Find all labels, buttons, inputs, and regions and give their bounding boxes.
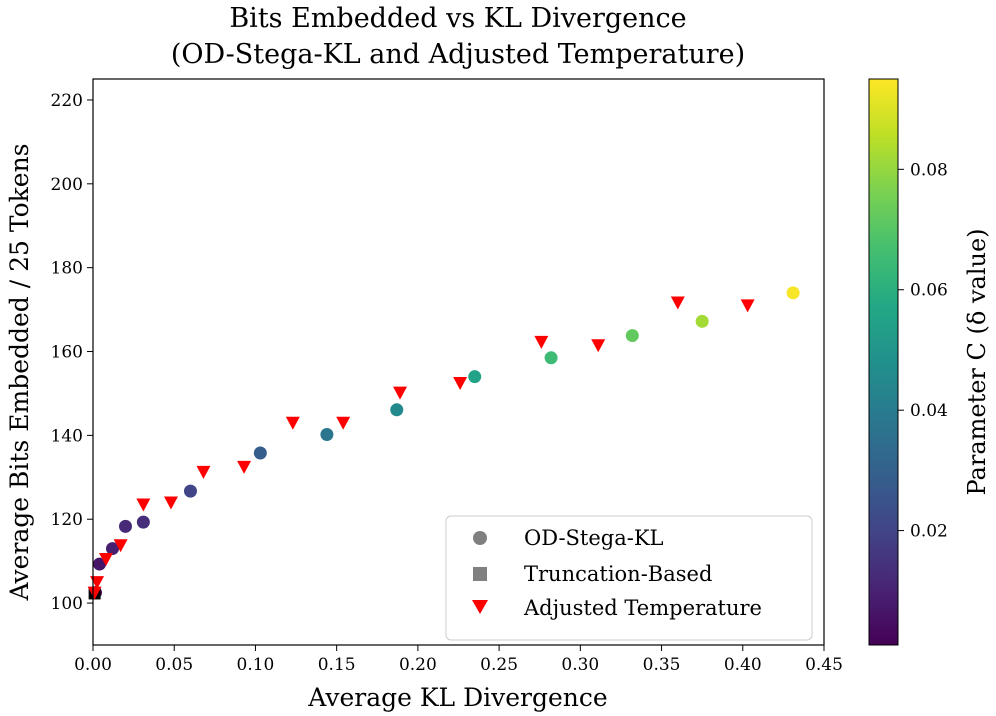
adjusted-temperature-point (196, 465, 211, 479)
od-stega-kl-point (183, 484, 197, 498)
adjusted-temperature-point (534, 335, 549, 349)
legend-box (445, 515, 813, 641)
adjusted-temperature-point (285, 416, 300, 430)
colorbar: 0.02 0.04 0.06 0.08 Parameter C (δ value) (868, 78, 991, 646)
data-points (87, 286, 800, 600)
plot-frame (92, 78, 825, 646)
colorbar-label: Parameter C (δ value) (963, 228, 991, 495)
y-axis-label: Average Bits Embedded / 25 Tokens (5, 143, 34, 601)
adjusted-temperature-point (87, 586, 102, 600)
x-axis-label: Average KL Divergence (307, 683, 607, 712)
colorbar-tick-label: 0.04 (910, 401, 948, 421)
adjusted-temperature-point (591, 339, 606, 353)
legend-label-od-stega-kl: OD-Stega-KL (524, 526, 664, 550)
colorbar-ticks: 0.02 0.04 0.06 0.08 (898, 160, 948, 542)
adjusted-temperature-point (136, 498, 151, 512)
y-axis-ticks: 100 120 140 160 180 200 220 (51, 91, 93, 614)
adjusted-temperature-point (670, 296, 685, 310)
od-stega-kl-point (136, 515, 150, 529)
od-stega-kl-point (695, 314, 709, 328)
x-tick-label: 0.05 (155, 655, 193, 675)
od-stega-kl-point (625, 329, 639, 343)
legend-label-adjusted-temperature: Adjusted Temperature (523, 596, 762, 620)
colorbar-tick-label: 0.06 (910, 281, 948, 301)
adjusted-temperature-point (453, 376, 468, 390)
od-stega-kl-point (468, 370, 482, 384)
y-tick-label: 180 (51, 259, 83, 279)
x-tick-label: 0.15 (318, 655, 356, 675)
x-tick-label: 0.35 (643, 655, 681, 675)
od-stega-kl-point (390, 403, 404, 417)
x-tick-label: 0.40 (724, 655, 762, 675)
adjusted-temperature-point (740, 299, 755, 313)
colorbar-tick-label: 0.08 (910, 160, 948, 180)
chart-title-line1: Bits Embedded vs KL Divergence (229, 3, 686, 34)
adjusted-temperature-point (393, 386, 408, 400)
legend-label-truncation: Truncation-Based (524, 562, 712, 586)
y-tick-label: 220 (51, 91, 83, 111)
chart-title-line2: (OD-Stega-KL and Adjusted Temperature) (171, 39, 745, 70)
od-stega-kl-point (118, 519, 132, 533)
adjusted-temperature-point (98, 553, 113, 567)
legend-marker-adjusted-temperature (472, 600, 488, 614)
adjusted-temperature-point (237, 460, 252, 474)
y-tick-label: 160 (51, 343, 83, 363)
legend: OD-Stega-KL Truncation-Based Adjusted Te… (445, 515, 813, 641)
legend-marker-truncation (473, 567, 487, 581)
y-tick-label: 100 (51, 594, 83, 614)
colorbar-tick-label: 0.02 (910, 522, 948, 542)
x-tick-label: 0.25 (480, 655, 518, 675)
y-tick-label: 120 (51, 510, 83, 530)
od-stega-kl-point (786, 286, 800, 300)
adjusted-temperature-point (113, 539, 128, 553)
x-tick-label: 0.30 (561, 655, 599, 675)
od-stega-kl-point (92, 557, 106, 571)
x-tick-label: 0.20 (399, 655, 437, 675)
x-tick-label: 0.10 (237, 655, 275, 675)
colorbar-gradient (868, 78, 899, 646)
adjusted-temperature-point (163, 496, 178, 510)
y-tick-label: 140 (51, 426, 83, 446)
adjusted-temperature-point (336, 416, 351, 430)
od-stega-kl-point (320, 428, 334, 442)
od-stega-kl-point (253, 446, 267, 460)
x-axis-ticks: 0.00 0.05 0.10 0.15 0.20 0.25 0.30 0.35 0.40 0.45 (74, 645, 843, 675)
x-tick-label: 0.45 (805, 655, 843, 675)
y-tick-label: 200 (51, 175, 83, 195)
od-stega-kl-point (544, 351, 558, 365)
legend-marker-od-stega-kl (473, 531, 487, 545)
x-tick-label: 0.00 (74, 655, 112, 675)
od-stega-kl-point (105, 542, 119, 556)
